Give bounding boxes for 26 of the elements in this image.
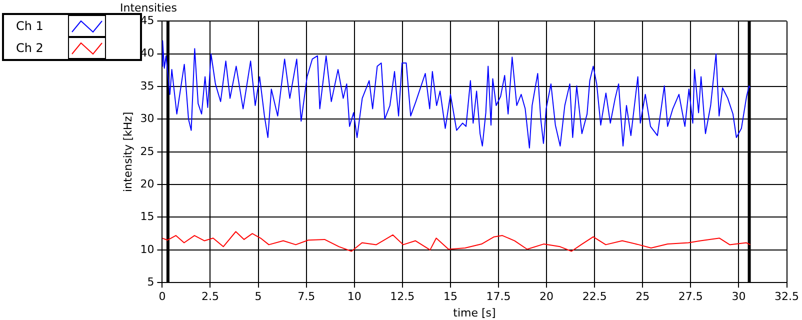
y-tick-label: 15	[140, 210, 154, 224]
y-axis-title: intensity [kHz]	[121, 112, 134, 192]
legend-label: Ch 2	[16, 41, 44, 55]
x-tick-label: 12.5	[390, 290, 415, 304]
x-tick-label: 25	[636, 290, 650, 304]
y-tick-label: 5	[147, 275, 154, 288]
y-tick-label: 30	[140, 112, 154, 126]
y-tick-label: 35	[140, 79, 154, 92]
y-tick-label: 25	[140, 144, 154, 158]
x-tick-label: 27.5	[678, 290, 703, 304]
x-axis-title: time [s]	[453, 306, 496, 320]
x-tick-label: 7.5	[298, 290, 316, 304]
chart-title: Intensities	[120, 1, 178, 14]
x-tick-label: 5	[254, 290, 262, 304]
x-tick-label: 20	[540, 290, 554, 304]
y-tick-label: 20	[140, 177, 154, 190]
x-tick-label: 17.5	[486, 290, 511, 304]
x-tick-label: 30	[732, 290, 746, 304]
x-tick-label: 15	[443, 290, 458, 304]
x-tick-label: 0	[158, 290, 166, 304]
x-tick-label: 2.5	[201, 290, 219, 304]
x-tick-label: 22.5	[582, 290, 607, 304]
x-tick-label: 32.5	[774, 290, 800, 304]
x-tick-label: 10	[347, 290, 362, 304]
legend-label: Ch 1	[16, 19, 44, 33]
y-tick-label: 10	[140, 242, 154, 256]
